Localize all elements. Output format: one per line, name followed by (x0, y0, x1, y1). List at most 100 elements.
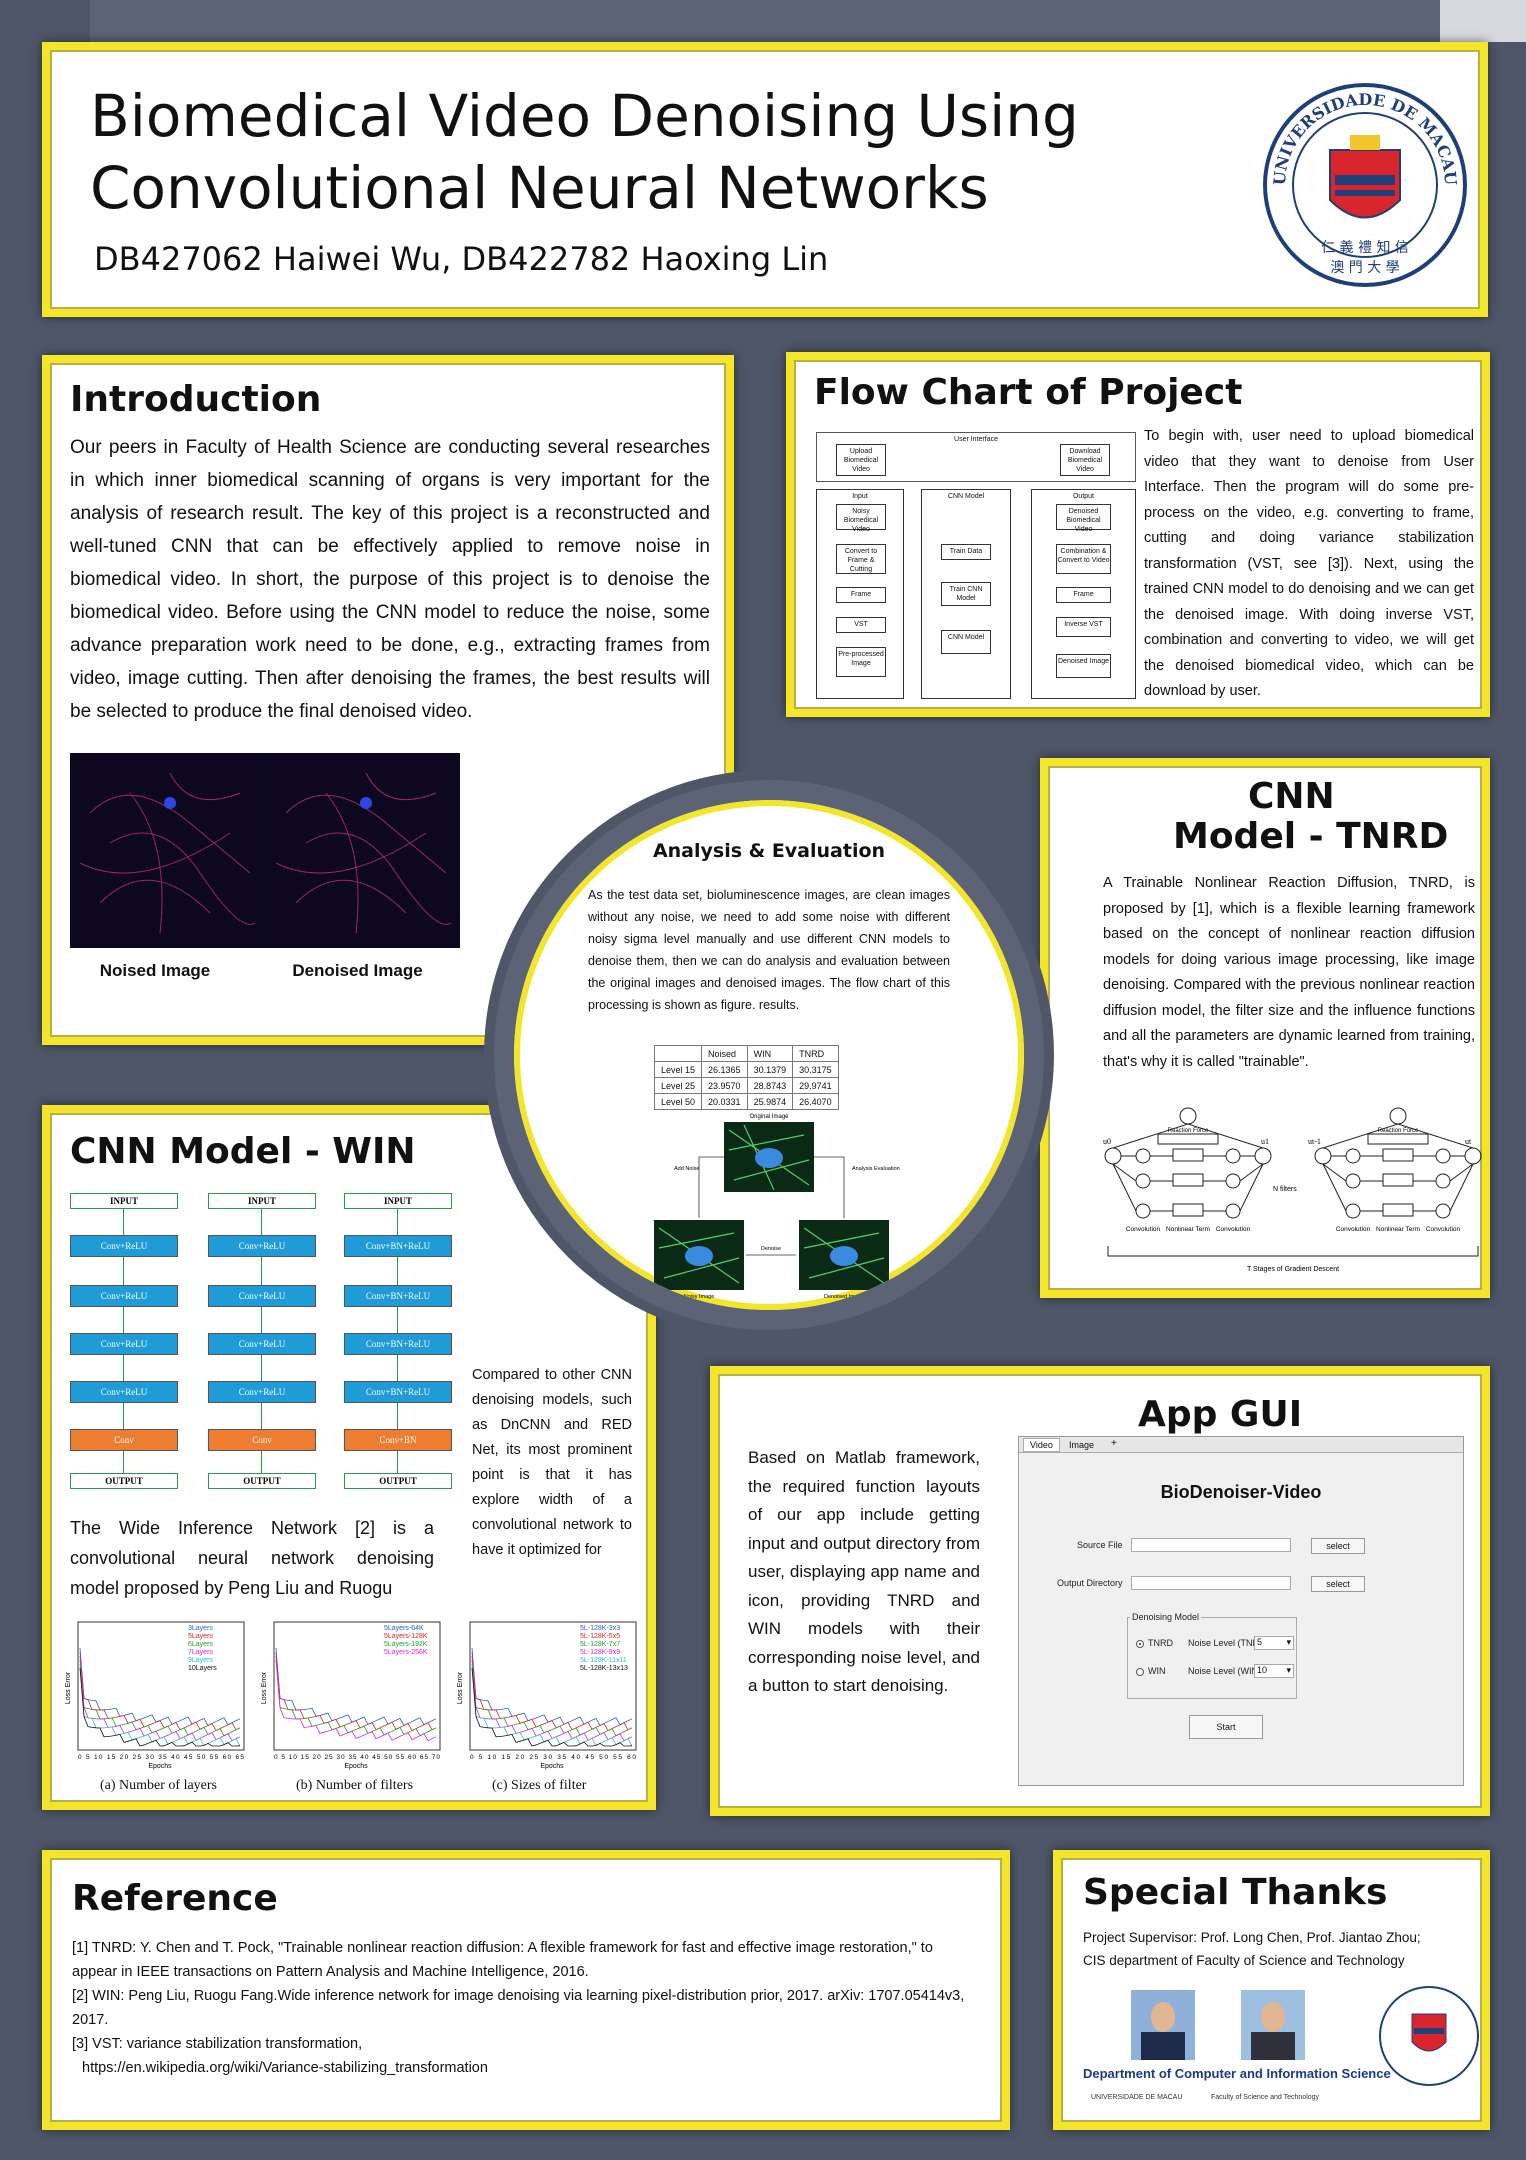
thanks-text: Project Supervisor: Prof. Long Chen, Pro… (1083, 1926, 1421, 1972)
win-text-a: The Wide Inference Network [2] is a conv… (70, 1518, 434, 1598)
legend-entry: 5Layers-128K (384, 1633, 428, 1640)
reference-heading: Reference (72, 1878, 278, 1919)
loss-series-line (79, 1663, 241, 1746)
introduction-text: Our peers in Faculty of Health Science a… (70, 437, 710, 722)
table-cell: 28.8743 (746, 1077, 794, 1094)
win-layer-box: Conv+BN (344, 1429, 452, 1451)
loss-series-line (471, 1651, 633, 1732)
ut-label: ut (1465, 1137, 1472, 1146)
results-table: Noised WIN TNRD Level 15 26.1365 30.1379 30.31… (653, 1045, 839, 1110)
win-arrow (261, 1257, 262, 1285)
y-axis-label: Loss Error (457, 1671, 464, 1704)
table-header-cell (653, 1045, 703, 1062)
reference-item: [2] WIN: Peng Liu, Ruogu Fang.Wide infer… (72, 1988, 965, 2028)
win-arrow (261, 1355, 262, 1381)
win-arrow (397, 1257, 398, 1285)
win-layer-box: Conv+ReLU (70, 1235, 178, 1257)
win-io-box: INPUT (208, 1193, 316, 1209)
tnrd-text: A Trainable Nonlinear Reaction Diffusion… (1103, 875, 1475, 1070)
flow-chart-panel: Flow Chart of Project To begin with, use… (786, 352, 1490, 717)
flow-diagram: User Interface Upload Biomedical Video D… (816, 432, 1136, 702)
noise-win-select[interactable]: 10 ▾ (1254, 1664, 1294, 1678)
output-dir-input[interactable] (1131, 1576, 1291, 1590)
win-layer-box: Conv+BN+ReLU (344, 1333, 452, 1355)
gui-tab-strip: Video Image + (1019, 1437, 1463, 1453)
reference-list: [1] TNRD: Y. Chen and T. Pock, "Trainabl… (72, 1936, 972, 2080)
legend-entry: 9Layers (188, 1657, 213, 1664)
tnrd-panel: CNN Model - TNRD A Trainable Nonlinear R… (1040, 758, 1490, 1298)
legend-entry: 5Layers-256K (384, 1649, 428, 1656)
output-select-button[interactable]: select (1311, 1576, 1365, 1592)
x-tick-labels: 0 5 10 15 20 25 30 35 40 45 50 55 60 (470, 1754, 636, 1761)
fig-denoise-label: Denoise (761, 1246, 781, 1252)
legend-entry: 5L-128K-7x7 (580, 1641, 620, 1648)
win-arrow (397, 1451, 398, 1473)
tab-video[interactable]: Video (1023, 1438, 1060, 1452)
table-row: Level 50 20.0331 25.9874 26.4070 (653, 1093, 839, 1110)
reaction-label-2: Reaction Force (1378, 1128, 1419, 1134)
app-gui-text: Based on Matlab framework, the required … (748, 1448, 980, 1695)
reference-item[interactable]: https://en.wikipedia.org/wiki/Variance-s… (82, 2060, 488, 2076)
flow-heading: Flow Chart of Project (814, 372, 1243, 413)
fig-denoised-label: Denoised Image (824, 1294, 864, 1300)
caption-denoised: Denoised Image (292, 961, 423, 980)
win-layer-box: Conv+ReLU (208, 1235, 316, 1257)
gui-app-title: BioDenoiser-Video (1160, 1482, 1322, 1502)
legend-entry: 5Layers-192K (384, 1641, 428, 1648)
analysis-ring (514, 800, 1024, 1310)
start-button[interactable]: Start (1189, 1715, 1263, 1739)
win-arrow (123, 1403, 124, 1429)
win-io-box: INPUT (70, 1193, 178, 1209)
source-file-input[interactable] (1131, 1538, 1291, 1552)
top-band-right (1440, 0, 1526, 42)
nonlinear-label-1: Nonlinear Term (1166, 1226, 1210, 1233)
reference-item: [1] TNRD: Y. Chen and T. Pock, "Trainabl… (72, 1940, 933, 1980)
combination-box: Combination & Convert to Video (1056, 544, 1111, 574)
win-heading: CNN Model - WIN (70, 1131, 416, 1172)
legend-entry: 6Layers (188, 1641, 213, 1648)
win-radio-label: WIN (1148, 1666, 1166, 1676)
y-axis-label: Loss Error (261, 1671, 268, 1704)
loss-series-line (79, 1667, 241, 1747)
loss-series-line (471, 1667, 633, 1747)
fig-original-label: Original Image (749, 1114, 789, 1120)
win-layer-box: Conv+BN+ReLU (344, 1285, 452, 1307)
win-arrow (123, 1451, 124, 1473)
loss-series-line (471, 1663, 633, 1746)
upload-box: Upload Biomedical Video (836, 444, 886, 476)
win-radio[interactable] (1136, 1668, 1144, 1676)
win-layer-box: Conv+BN+ReLU (344, 1235, 452, 1257)
win-layer-box: Conv (70, 1429, 178, 1451)
chart-caption: (c) Sizes of filter (492, 1778, 587, 1793)
win-layer-box: Conv+ReLU (70, 1285, 178, 1307)
win-arrow (123, 1209, 124, 1235)
nfilters-label: N filters (1273, 1186, 1297, 1193)
dropdown-arrow-icon: ▾ (1286, 1665, 1291, 1675)
win-layer-box: Conv+ReLU (70, 1381, 178, 1403)
stages-label: T Stages of Gradient Descent (1247, 1266, 1339, 1273)
noise-win-value: 10 (1257, 1665, 1268, 1675)
noise-tnrd-select[interactable]: 5 ▾ (1254, 1636, 1294, 1650)
denoising-model-group: Denoising Model TNRD Noise Level (TNRD) … (1127, 1612, 1297, 1699)
tnrd-radio[interactable] (1136, 1640, 1144, 1648)
tab-add-button[interactable]: + (1111, 1438, 1117, 1449)
denoising-model-label: Denoising Model (1130, 1612, 1202, 1622)
win-layer-box: Conv+BN+ReLU (344, 1381, 452, 1403)
win-arrow (261, 1403, 262, 1429)
u1-label: u1 (1261, 1137, 1269, 1146)
tab-image[interactable]: Image (1069, 1440, 1095, 1450)
x-tick-labels: 0 5 10 15 20 25 30 35 40 45 50 55 60 65 … (274, 1754, 440, 1761)
source-select-button[interactable]: select (1311, 1538, 1365, 1554)
logo-chinese: 澳 門 大 學 (1330, 260, 1399, 276)
x-tick-labels: 0 5 10 15 20 25 30 35 40 45 50 55 60 65 (78, 1754, 244, 1761)
pre-box: Pre-processed Image (836, 647, 886, 677)
reference-panel: Reference [1] TNRD: Y. Chen and T. Pock,… (42, 1850, 1010, 2130)
output-label: Output (1072, 493, 1094, 500)
thanks-line-1: Project Supervisor: Prof. Long Chen, Pro… (1083, 1930, 1421, 1945)
legend-entry: 7Layers (188, 1649, 213, 1656)
frame-box: Frame (836, 587, 886, 603)
frame2-box: Frame (1056, 587, 1111, 603)
inverse-box: Inverse VST (1056, 617, 1111, 637)
loss-chart: 5Layers-64K5Layers-128K5Layers-192K5Laye… (261, 1621, 441, 1770)
table-header-row: Noised WIN TNRD (653, 1045, 839, 1062)
